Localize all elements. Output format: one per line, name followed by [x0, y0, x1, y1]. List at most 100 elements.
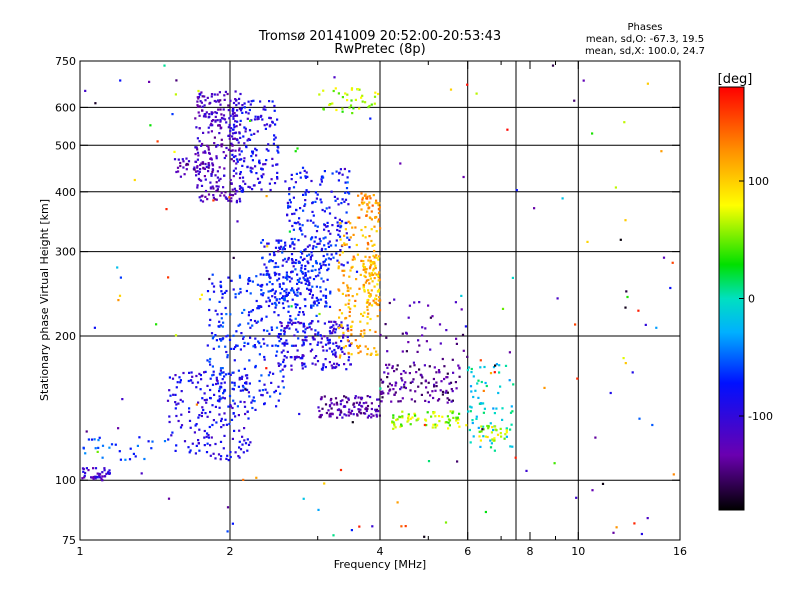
data-point: [101, 478, 104, 482]
data-point: [282, 375, 285, 378]
data-point: [263, 402, 266, 405]
data-point: [198, 140, 201, 143]
data-point: [369, 293, 372, 296]
data-point: [190, 371, 193, 374]
data-point: [256, 177, 260, 180]
data-point: [265, 195, 268, 198]
data-point: [269, 276, 272, 279]
data-point: [236, 138, 239, 142]
data-point: [229, 178, 232, 182]
data-point: [456, 421, 460, 425]
data-point: [366, 315, 369, 318]
data-point: [362, 402, 365, 405]
data-point: [490, 442, 493, 445]
data-point: [279, 363, 282, 366]
data-point: [359, 412, 363, 415]
data-point: [297, 221, 300, 224]
data-point: [341, 326, 344, 329]
data-point: [348, 408, 351, 411]
data-point: [204, 195, 207, 198]
data-point: [446, 397, 449, 400]
data-point: [246, 449, 249, 452]
data-point: [253, 400, 256, 403]
data-point: [361, 405, 364, 408]
data-point: [205, 401, 208, 404]
data-point: [315, 355, 318, 358]
data-point: [367, 414, 370, 417]
data-point: [211, 404, 214, 407]
data-point: [105, 472, 108, 475]
data-point: [227, 459, 230, 462]
data-point: [343, 242, 346, 245]
data-point: [464, 325, 467, 328]
data-point: [277, 385, 280, 388]
data-point: [285, 291, 288, 294]
data-point: [277, 239, 280, 242]
data-point: [225, 423, 228, 426]
data-point: [363, 289, 366, 292]
data-point: [230, 200, 233, 203]
data-point: [469, 441, 472, 444]
data-point: [671, 261, 674, 264]
data-point: [238, 323, 242, 326]
data-point: [424, 399, 427, 402]
legend-title: Phases: [627, 22, 662, 33]
data-point: [269, 124, 272, 127]
data-point: [214, 198, 217, 201]
data-point: [363, 332, 366, 335]
data-point: [290, 319, 293, 322]
data-point: [341, 198, 344, 201]
data-point: [455, 337, 458, 340]
data-point: [575, 496, 578, 499]
data-point: [319, 240, 322, 243]
data-point: [258, 379, 261, 383]
data-point: [372, 254, 375, 257]
data-point: [322, 89, 325, 92]
data-point: [175, 403, 178, 406]
data-point: [338, 413, 342, 416]
data-point: [377, 290, 380, 293]
data-point: [285, 276, 288, 279]
colorbar-label: [deg]: [718, 72, 753, 87]
data-point: [239, 136, 242, 139]
data-point: [390, 384, 393, 387]
data-point: [182, 160, 185, 163]
data-point: [394, 426, 397, 429]
data-point: [248, 108, 251, 112]
data-point: [429, 316, 432, 319]
data-point: [275, 304, 278, 307]
data-point: [615, 526, 618, 529]
data-point: [226, 92, 229, 96]
data-point: [333, 348, 336, 352]
data-point: [251, 324, 254, 327]
data-point: [238, 440, 241, 443]
data-point: [246, 377, 249, 380]
data-point: [494, 428, 497, 431]
data-point: [378, 208, 381, 211]
data-point: [193, 166, 196, 169]
data-point: [400, 525, 403, 528]
data-point: [179, 426, 183, 429]
data-point: [376, 274, 380, 277]
data-point: [369, 353, 372, 356]
data-point: [328, 305, 332, 308]
data-point: [387, 392, 390, 395]
data-point: [212, 373, 215, 376]
data-point: [322, 349, 325, 352]
data-point: [479, 402, 482, 405]
data-point: [496, 433, 500, 436]
data-point: [232, 101, 236, 105]
data-point: [504, 364, 508, 367]
data-point: [294, 321, 297, 324]
data-point: [479, 366, 482, 369]
data-point: [438, 323, 442, 326]
data-point: [319, 290, 322, 293]
data-point: [378, 309, 382, 312]
data-point: [274, 123, 277, 126]
data-point: [298, 322, 301, 325]
data-point: [212, 199, 215, 202]
data-point: [609, 391, 612, 395]
data-point: [375, 303, 378, 306]
data-point: [204, 115, 207, 118]
data-point: [155, 323, 158, 326]
